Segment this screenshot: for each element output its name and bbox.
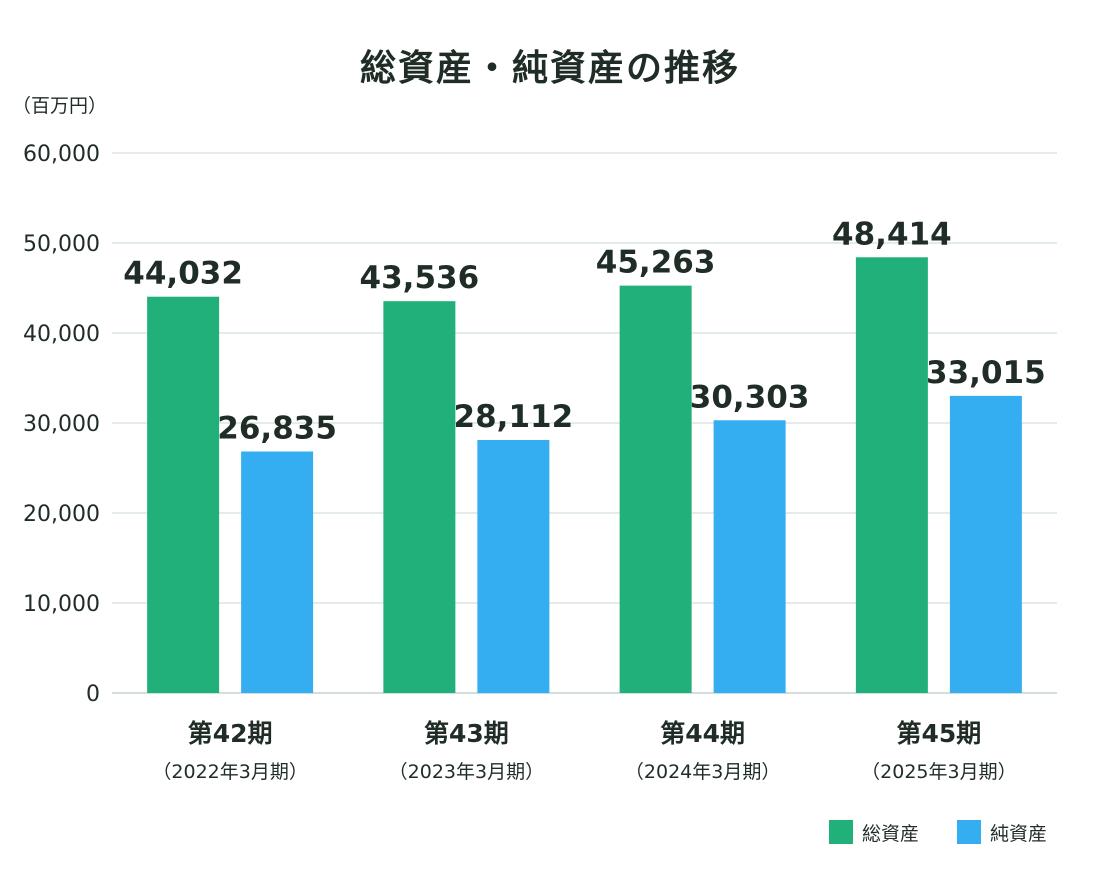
legend-swatch: [829, 820, 853, 844]
x-category-sublabel: （2024年3月期）: [625, 761, 780, 783]
y-tick-label: 60,000: [23, 142, 100, 167]
y-tick-label: 0: [86, 682, 100, 707]
legend-label: 総資産: [862, 823, 919, 845]
bar-net-assets: [713, 420, 786, 693]
bar-value-label: 48,414: [832, 216, 952, 252]
data-labels: 44,032 26,835 43,536 28,112 45,263 30,303 48,4…: [123, 216, 1045, 446]
bar-net-assets: [949, 395, 1022, 693]
bar-net-assets: [241, 451, 314, 693]
bar-value-label: 30,303: [690, 379, 810, 415]
chart-title: 総資産・純資産の推移: [360, 48, 740, 89]
bar-value-label: 26,835: [217, 410, 337, 446]
x-category-label: 第42期: [188, 719, 273, 748]
bar-value-label: 43,536: [360, 260, 480, 296]
legend: 総資産 純資産: [829, 820, 1047, 845]
bar-total-assets: [855, 257, 928, 693]
bar-total-assets: [383, 301, 456, 693]
bar-value-label: 28,112: [454, 399, 574, 435]
y-axis-unit-label: （百万円）: [12, 95, 107, 117]
x-category-sublabel: （2022年3月期）: [152, 761, 307, 783]
y-tick-label: 40,000: [23, 322, 100, 347]
bar-value-label: 45,263: [596, 245, 716, 281]
y-tick-label: 30,000: [23, 412, 100, 437]
x-category-label: 第44期: [660, 719, 745, 748]
x-category-sublabel: （2025年3月期）: [861, 761, 1016, 783]
bar-total-assets: [619, 285, 692, 693]
legend-swatch: [957, 820, 981, 844]
x-category-label: 第45期: [896, 719, 981, 748]
x-category-label: 第43期: [424, 719, 509, 748]
x-category-sublabel: （2023年3月期）: [389, 761, 544, 783]
y-tick-label: 20,000: [23, 502, 100, 527]
bar-net-assets: [477, 439, 550, 693]
y-tick-label: 10,000: [23, 592, 100, 617]
y-tick-label: 50,000: [23, 232, 100, 257]
legend-label: 純資産: [990, 823, 1047, 845]
bars: [147, 257, 1022, 693]
x-axis-labels: 第42期 （2022年3月期） 第43期 （2023年3月期） 第44期 （2024年3月…: [152, 719, 1016, 783]
bar-value-label: 44,032: [123, 256, 243, 292]
y-axis-ticks: 0 10,000 20,000 30,000 40,000 50,000 60,000: [23, 142, 100, 707]
bar-total-assets: [147, 296, 220, 693]
bar-value-label: 33,015: [926, 355, 1046, 391]
